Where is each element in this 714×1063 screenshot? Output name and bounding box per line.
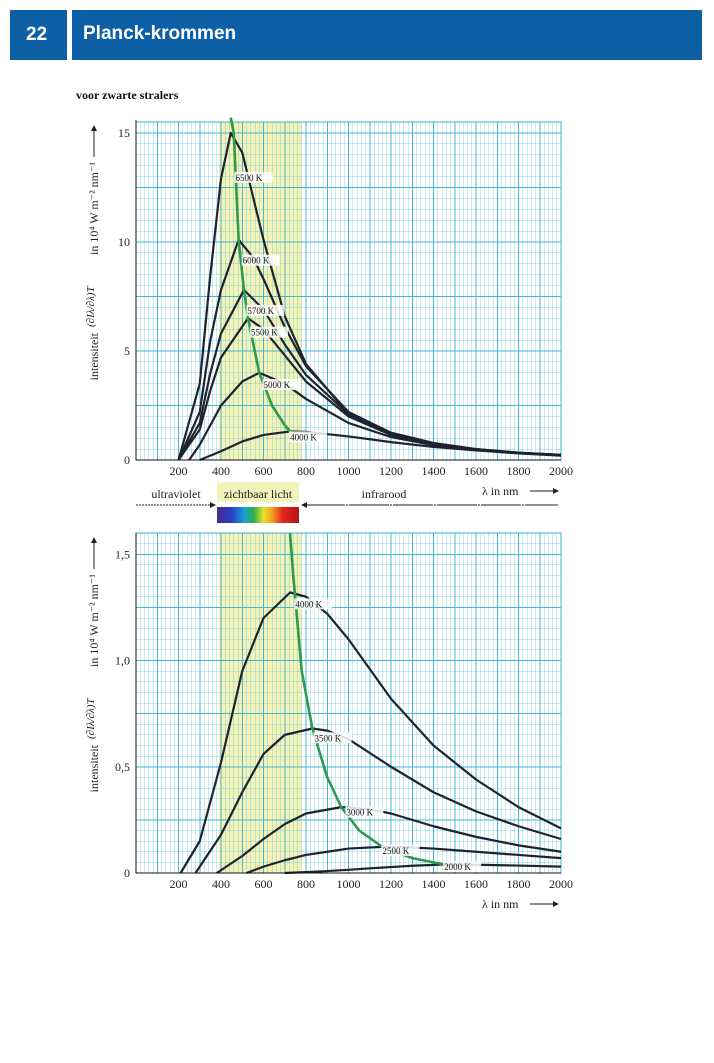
page-number: 22 (26, 24, 48, 45)
series-label-bg (246, 304, 285, 316)
ultraviolet-arrowhead (210, 502, 216, 508)
series-label: 5000 K (264, 380, 291, 390)
y-axis-label-prefix: intensiteit (87, 332, 101, 380)
wien-displacement-line (229, 117, 299, 438)
region-band: ultraviolet zichtbaar licht infrarood (136, 482, 558, 523)
series-label: 6500 K (235, 173, 262, 183)
series-label: 4000 K (290, 432, 317, 442)
series-line-4000k (199, 430, 562, 462)
visible-spectrum-strip (217, 507, 299, 523)
x-axis-arrowhead (553, 488, 559, 494)
grid (135, 121, 562, 461)
chart-panel-2: 4000 K 3500 K 3000 K 2500 K 2000 K 0 0,5 1,0 1,5… (85, 532, 573, 911)
y-tick-label: 15 (118, 126, 130, 140)
y-tick-label: 1,0 (115, 654, 130, 668)
x-axis-label: λ in nm (482, 484, 519, 498)
series-label-bg (262, 379, 301, 391)
x-tick-label: 1600 (464, 877, 488, 891)
series-line-2000k (284, 863, 562, 875)
x-tick-label: 2000 (549, 877, 573, 891)
chart-panel-1: 6500 K 6000 K 5700 K 5500 K 5000 K 4000 K 0 5 10… (85, 117, 573, 498)
x-axis-arrowhead (553, 901, 559, 907)
x-tick-label: 1400 (422, 464, 446, 478)
x-tick-label: 800 (297, 877, 315, 891)
x-tick-label: 1400 (422, 877, 446, 891)
x-tick-label: 1000 (337, 464, 361, 478)
series-label-bg (313, 732, 352, 744)
y-tick-label: 0 (124, 453, 130, 467)
series-label: 2500 K (383, 846, 410, 856)
y-axis-arrowhead (91, 537, 97, 543)
x-tick-label: 200 (170, 877, 188, 891)
x-tick-label: 200 (170, 464, 188, 478)
y-axis-label-suffix: in 10⁴ W m⁻² nm⁻¹ (87, 574, 101, 667)
x-tick-label: 800 (297, 464, 315, 478)
page-header: 22 Planck-krommen (10, 10, 702, 60)
y-axis-label-fraction: (∂Iλ/∂λ)T (85, 286, 97, 327)
y-axis-label-group: intensiteit (∂Iλ/∂λ)T in 10⁴ W m⁻² nm⁻¹ (85, 537, 101, 792)
page-title: Planck-krommen (83, 23, 237, 44)
y-tick-label: 0,5 (115, 760, 130, 774)
visible-label-band (217, 482, 299, 502)
y-axis-label-fraction: (∂Iλ/∂λ)T (85, 698, 97, 739)
series-label: 4000 K (295, 599, 322, 609)
series-line-3500k (194, 727, 562, 874)
infrared-label: infrarood (362, 487, 407, 501)
series-label-bg (289, 431, 328, 443)
series-label: 6000 K (243, 256, 270, 266)
x-tick-label: 2000 (549, 464, 573, 478)
y-axis-label-suffix: in 10⁴ W m⁻² nm⁻¹ (87, 162, 101, 255)
series-label-bg (345, 806, 384, 818)
x-tick-label: 1000 (337, 877, 361, 891)
y-tick-label: 10 (118, 235, 130, 249)
x-tick-label: 1200 (379, 464, 403, 478)
y-axis-label-group: intensiteit (∂Iλ/∂λ)T in 10⁴ W m⁻² nm⁻¹ (85, 125, 101, 380)
grid (135, 532, 562, 874)
series-label: 5500 K (251, 328, 278, 338)
x-tick-label: 1600 (464, 464, 488, 478)
series-label-bg (381, 844, 420, 856)
series-label-bg (241, 254, 280, 266)
series-label: 3500 K (315, 733, 342, 743)
y-tick-label: 5 (124, 344, 130, 358)
y-tick-label: 0 (124, 866, 130, 880)
series-label-bg (234, 171, 273, 183)
visible-light-label: zichtbaar licht (224, 487, 293, 501)
x-axis-label: λ in nm (482, 897, 519, 911)
series-label-bg (249, 326, 288, 338)
x-tick-label: 1200 (379, 877, 403, 891)
series-label: 5700 K (247, 306, 274, 316)
y-axis-arrowhead (91, 125, 97, 131)
y-tick-label: 1,5 (115, 547, 130, 561)
series-label-bg (443, 860, 482, 872)
series-label: 3000 K (346, 808, 373, 818)
series-line-2500k (246, 845, 562, 875)
infrared-arrowhead (301, 502, 307, 508)
x-tick-label: 1800 (507, 877, 531, 891)
y-axis-label-prefix: intensiteit (87, 744, 101, 792)
page-subtitle: voor zwarte stralers (76, 88, 179, 102)
x-tick-label: 600 (255, 877, 273, 891)
series-label: 2000 K (444, 862, 471, 872)
series-label-bg (294, 598, 333, 610)
x-tick-label: 400 (212, 877, 230, 891)
x-tick-label: 1800 (507, 464, 531, 478)
x-tick-label: 600 (255, 464, 273, 478)
ultraviolet-label: ultraviolet (151, 487, 201, 501)
x-tick-label: 400 (212, 464, 230, 478)
header-divider (67, 10, 72, 60)
